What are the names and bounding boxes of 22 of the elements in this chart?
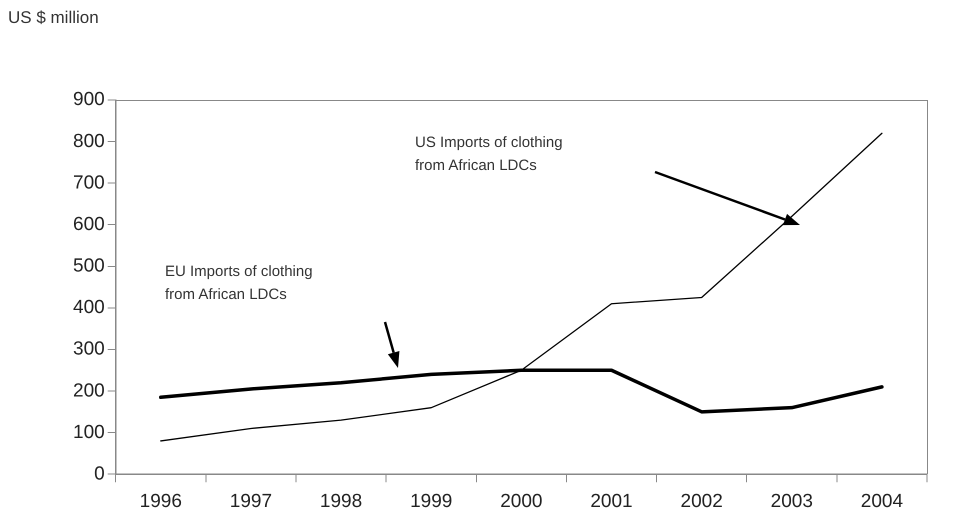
x-tick-label: 2002 — [680, 490, 723, 512]
x-tick-label: 1997 — [230, 490, 272, 512]
annotation: EU Imports of clothing from African LDCs — [165, 262, 313, 305]
y-tick-label: 100 — [73, 422, 105, 443]
x-tick-label: 2003 — [770, 490, 813, 512]
x-tick-label: 1998 — [320, 490, 362, 512]
y-tick-label: 500 — [73, 256, 105, 277]
annotation: US Imports of clothing from African LDCs — [415, 133, 563, 176]
y-tick-label: 900 — [73, 89, 105, 110]
x-tick-label: 1996 — [140, 490, 182, 512]
y-tick-label: 800 — [73, 130, 105, 152]
y-tick-label: 300 — [73, 338, 105, 360]
y-tick-label: 600 — [73, 214, 105, 235]
y-tick-label: 200 — [73, 380, 105, 402]
x-tick-label: 2004 — [860, 490, 904, 512]
x-tick-label: 1999 — [410, 490, 452, 512]
x-tick-label: 2000 — [500, 490, 542, 512]
y-tick-label: 0 — [94, 463, 105, 484]
y-tick-label: 700 — [73, 172, 105, 194]
x-tick-label: 2001 — [590, 490, 633, 512]
y-axis-title: US $ million — [8, 8, 99, 28]
y-tick-label: 400 — [73, 297, 105, 318]
